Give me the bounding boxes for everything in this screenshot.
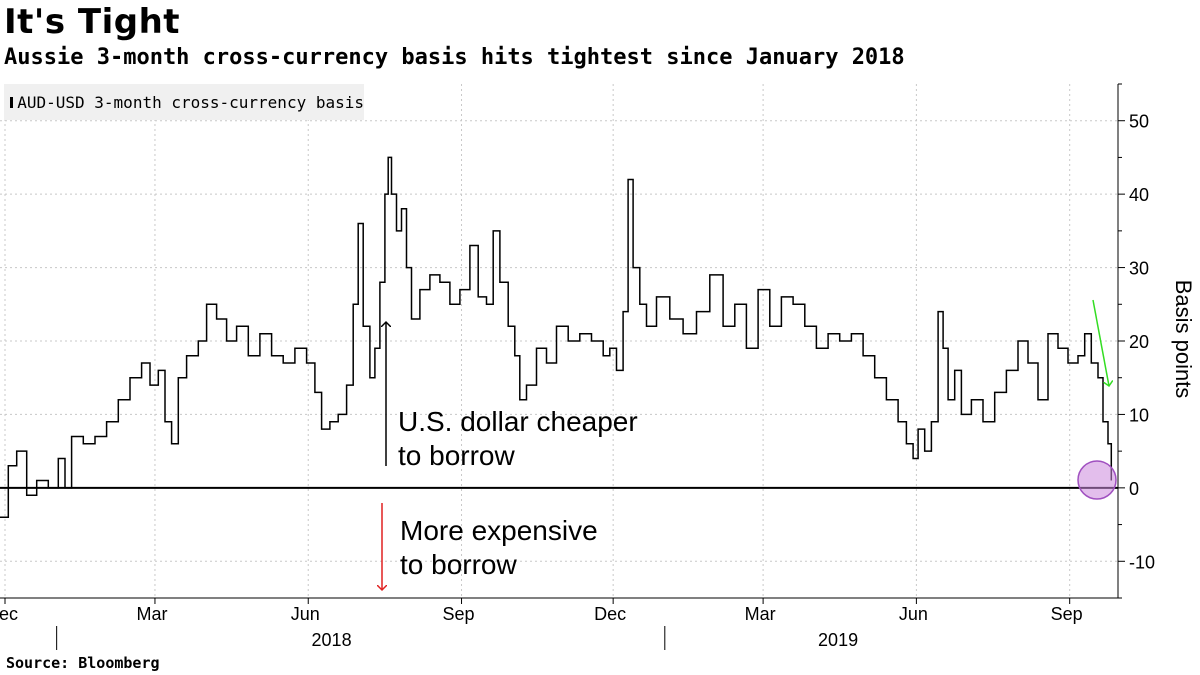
series-layer [0, 156, 1113, 518]
grid-lines [0, 84, 1118, 598]
series-line [0, 156, 1113, 518]
year-label: 2019 [818, 630, 858, 650]
y-tick-label: -10 [1129, 552, 1155, 572]
x-tick-label: Jun [291, 604, 320, 624]
y-tick-label: 30 [1129, 259, 1149, 279]
chart-title: It's Tight [4, 2, 181, 42]
x-tick-label: Mar [745, 604, 776, 624]
x-tick-label: Jun [899, 604, 928, 624]
highlight-circle [1077, 460, 1117, 500]
legend-swatch [10, 96, 14, 108]
chart-subtitle: Aussie 3-month cross-currency basis hits… [4, 45, 905, 70]
y-axis-title: Basis points [1171, 280, 1196, 399]
highlight-arrow [1092, 299, 1109, 386]
cheaper-label-line1: U.S. dollar cheaper [398, 406, 638, 437]
y-tick-label: 0 [1129, 479, 1139, 499]
legend: AUD-USD 3-month cross-currency basis [4, 84, 364, 120]
year-label: 2018 [312, 630, 352, 650]
expensive-label-line2: to borrow [400, 549, 517, 580]
y-tick-label: 20 [1129, 332, 1149, 352]
axes: 50 40 30 20 10 0 -10 Dec Mar Jun Sep Dec Mar Jun Sep 20… [0, 83, 1196, 650]
cheaper-label-line2: to borrow [398, 440, 515, 471]
x-tick-label: Sep [443, 604, 475, 624]
x-tick-label: Dec [594, 604, 626, 624]
x-tick-label: Sep [1051, 604, 1083, 624]
x-tick-label: Mar [136, 604, 167, 624]
y-tick-label: 50 [1129, 112, 1149, 132]
source-note: Source: Bloomberg [6, 654, 160, 672]
expensive-label-line1: More expensive [400, 515, 598, 546]
y-tick-label: 40 [1129, 185, 1149, 205]
x-tick-label: Dec [0, 604, 18, 624]
legend-label: AUD-USD 3-month cross-currency basis [17, 92, 364, 112]
y-tick-label: 10 [1129, 405, 1149, 425]
